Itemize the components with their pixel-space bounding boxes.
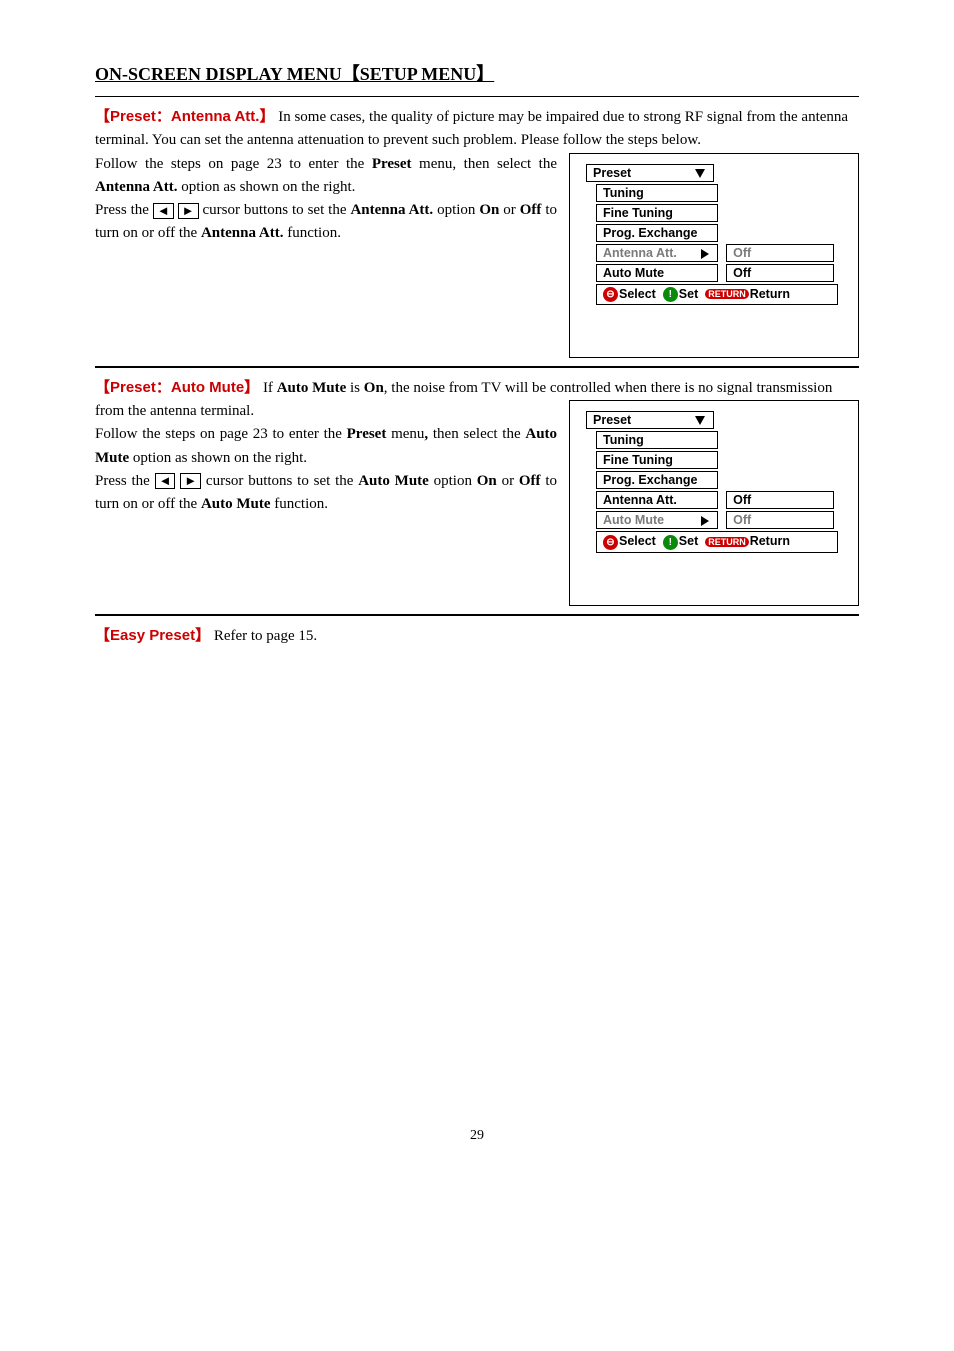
return-badge: RETURN [705, 537, 749, 547]
section-auto-mute: 【Preset：Auto Mute】 If Auto Mute is On, t… [95, 376, 859, 517]
down-arrow-icon [695, 169, 705, 178]
menu-value-auto-mute: Off [726, 264, 834, 282]
heading-antenna: 【Preset：Antenna Att.】 [95, 108, 274, 125]
osd-menu-auto-mute: Preset Tuning Fine Tuning Prog. Exchange… [569, 400, 859, 605]
osd-menu-antenna: Preset Tuning Fine Tuning Prog. Exchange… [569, 153, 859, 358]
menu-header: Preset [586, 411, 714, 429]
left-cursor-icon: ◄ [153, 203, 174, 219]
right-cursor-icon: ► [180, 473, 201, 489]
menu-item-tuning: Tuning [596, 431, 718, 449]
down-arrow-icon [695, 416, 705, 425]
red-circle-icon: ⊖ [603, 535, 618, 550]
menu-item-tuning: Tuning [596, 184, 718, 202]
left-cursor-icon: ◄ [155, 473, 176, 489]
body-text-1: Follow the steps on page 23 to enter the… [95, 153, 557, 246]
easy-preset-text: Refer to page 15. [214, 628, 317, 644]
menu-value-antenna-att: Off [726, 244, 834, 262]
menu-item-auto-mute: Auto Mute [596, 264, 718, 282]
page-title: ON-SCREEN DISPLAY MENU【SETUP MENU】 [95, 60, 859, 86]
menu-item-antenna-att: Antenna Att. [596, 491, 718, 509]
menu-item-auto-mute: Auto Mute [596, 511, 718, 529]
menu-value-auto-mute: Off [726, 511, 834, 529]
green-circle-icon: ! [663, 287, 678, 302]
section-antenna-att: 【Preset：Antenna Att.】 In some cases, the… [95, 105, 859, 246]
right-cursor-icon: ► [178, 203, 199, 219]
menu-header: Preset [586, 164, 714, 182]
body-text-2: Follow the steps on page 23 to enter the… [95, 423, 557, 516]
right-arrow-icon [701, 516, 709, 526]
green-circle-icon: ! [663, 535, 678, 550]
menu-item-prog-exchange: Prog. Exchange [596, 224, 718, 242]
menu-status-bar: ⊖Select !Set RETURNReturn [596, 531, 838, 552]
return-badge: RETURN [705, 289, 749, 299]
menu-item-antenna-att: Antenna Att. [596, 244, 718, 262]
red-circle-icon: ⊖ [603, 287, 618, 302]
divider [95, 96, 859, 97]
divider [95, 614, 859, 616]
menu-value-antenna-att: Off [726, 491, 834, 509]
heading-easy-preset: 【Easy Preset】 [95, 627, 210, 644]
menu-item-fine-tuning: Fine Tuning [596, 204, 718, 222]
menu-status-bar: ⊖Select !Set RETURNReturn [596, 284, 838, 305]
divider [95, 366, 859, 368]
menu-item-prog-exchange: Prog. Exchange [596, 471, 718, 489]
heading-auto-mute: 【Preset：Auto Mute】 [95, 379, 259, 396]
right-arrow-icon [701, 249, 709, 259]
page-number: 29 [95, 1128, 859, 1144]
section-easy-preset: 【Easy Preset】 Refer to page 15. [95, 624, 859, 648]
menu-item-fine-tuning: Fine Tuning [596, 451, 718, 469]
